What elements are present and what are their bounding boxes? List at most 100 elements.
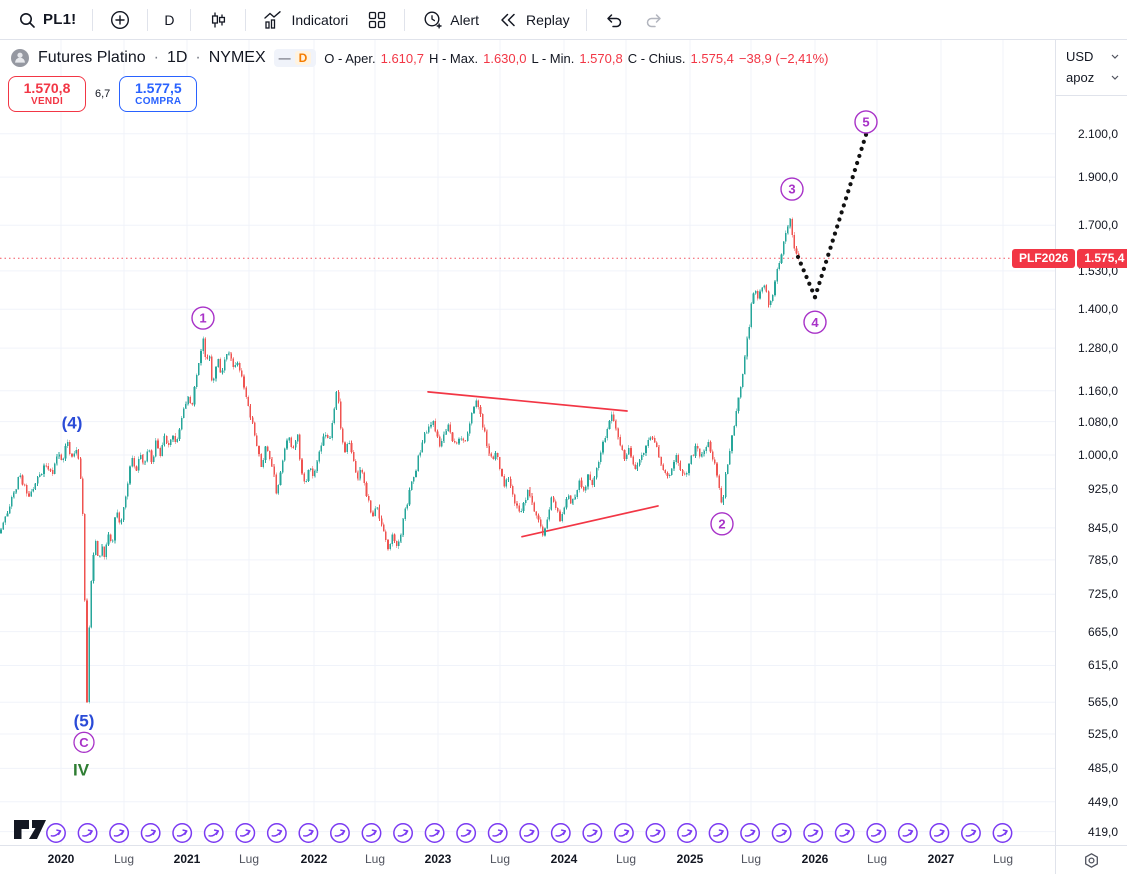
- contract-rollover-icon[interactable]: [298, 823, 319, 843]
- interval-label: D: [164, 11, 175, 28]
- wave-annotation-5[interactable]: (5): [74, 712, 95, 731]
- high-value: 1.630,0: [483, 50, 527, 66]
- wave-annotation-4[interactable]: (4): [62, 413, 83, 432]
- contract-rollover-icon[interactable]: [961, 823, 981, 843]
- projection-dot: [861, 139, 866, 144]
- contract-rollover-icon[interactable]: [803, 823, 824, 843]
- compare-add-button[interactable]: [101, 4, 139, 36]
- ohlc-readout: O - Aper. 1.610,7 H - Max. 1.630,0 L - M…: [324, 51, 828, 66]
- chevron-down-icon: [1111, 75, 1119, 80]
- elliott-wave-3[interactable]: 3: [780, 177, 804, 201]
- contract-rollover-icon[interactable]: [708, 823, 729, 843]
- contract-rollover-icon[interactable]: [172, 823, 193, 843]
- last-price-flag[interactable]: PLF2026 1.575,4: [1012, 249, 1127, 268]
- contract-rollover-icon[interactable]: [834, 823, 855, 843]
- elliott-wave-1[interactable]: 1: [191, 306, 215, 330]
- elliott-wave-4[interactable]: 4: [803, 310, 827, 334]
- contract-rollover-icon[interactable]: [46, 823, 66, 843]
- projection-dot: [823, 259, 829, 264]
- buy-label: COMPRA: [135, 96, 182, 108]
- contract-rollover-icon[interactable]: [456, 823, 477, 843]
- symbol-search-button[interactable]: PL1!: [10, 4, 84, 36]
- wave-annotation-IV[interactable]: IV: [73, 761, 90, 780]
- elliott-wave-2[interactable]: 2: [710, 512, 734, 536]
- contract-rollover-icon[interactable]: [677, 823, 697, 843]
- alert-button[interactable]: Alert: [413, 4, 487, 36]
- chart-canvas[interactable]: 1 2 3 4 5 (4) (5) C IV: [0, 0, 1055, 845]
- projection-dot: [826, 252, 831, 257]
- replay-button[interactable]: Replay: [489, 4, 578, 36]
- projection-dot: [835, 224, 840, 229]
- contract-rollover-icon[interactable]: [77, 823, 98, 843]
- layout-grid-button[interactable]: [358, 4, 396, 36]
- axis-settings-button[interactable]: [1055, 845, 1127, 874]
- projection-dot: [804, 274, 809, 280]
- wave-annotation-C[interactable]: C: [73, 731, 95, 753]
- order-panel: 1.570,8 VENDI 6,7 1.577,5 COMPRA: [8, 76, 198, 112]
- chart-legend[interactable]: Futures Platino · 1D · NYMEX — D O - Ape…: [10, 48, 829, 68]
- legend-interval-pill[interactable]: — D: [273, 49, 317, 67]
- contract-rollover-icon[interactable]: [424, 823, 445, 843]
- price-axis-label: 525,0: [1087, 727, 1118, 741]
- contract-rollover-icon[interactable]: [771, 823, 792, 843]
- price-axis-label: 1.900,0: [1077, 170, 1118, 185]
- trendline[interactable]: [427, 391, 628, 412]
- contract-rollover-icon[interactable]: [109, 823, 130, 843]
- contract-rollover-icon[interactable]: [266, 823, 287, 843]
- time-axis[interactable]: 2020 Lug 2021 Lug 2022 Lug 2023 Lug 2024 Lug 2025 L…: [0, 845, 1055, 874]
- svg-text:3: 3: [788, 182, 795, 197]
- projection-dot: [857, 153, 862, 159]
- sell-button[interactable]: 1.570,8 VENDI: [8, 76, 86, 112]
- contract-rollover-icon[interactable]: [235, 823, 256, 843]
- gear-icon: [1085, 852, 1098, 868]
- high-label: H - Max.: [428, 50, 479, 66]
- axis-unit-box: USD apoz: [1056, 40, 1127, 96]
- price-axis-label: 1.400,0: [1077, 302, 1118, 317]
- unit-dropdown[interactable]: apoz: [1066, 67, 1119, 88]
- buy-button[interactable]: 1.577,5 COMPRA: [119, 76, 198, 112]
- toolbar-separator: [585, 8, 587, 31]
- time-axis-label: 2022: [300, 852, 328, 866]
- legend-hide-toggle[interactable]: —: [278, 51, 291, 65]
- indicators-button[interactable]: Indicatori: [254, 4, 356, 36]
- price-axis[interactable]: USD apoz 2.100,0 1.900,0 1.700,0 1.530,0 1.4…: [1055, 40, 1127, 845]
- redo-button[interactable]: [635, 4, 673, 36]
- contract-rollover-icon[interactable]: [140, 823, 161, 843]
- price-axis-label: 1.080,0: [1077, 414, 1118, 429]
- contract-rollover-icon[interactable]: [203, 823, 224, 843]
- svg-text:1: 1: [199, 311, 206, 326]
- chevron-down-icon: [1111, 54, 1119, 59]
- title-separator: ·: [153, 49, 159, 66]
- undo-button[interactable]: [595, 4, 633, 36]
- contract-rollover-icon[interactable]: [361, 823, 382, 843]
- contract-rollover-icon[interactable]: [645, 823, 666, 843]
- price-axis-label: 1.000,0: [1077, 448, 1118, 462]
- time-axis-label: Lug: [238, 852, 260, 866]
- chart-style-button[interactable]: [199, 4, 237, 36]
- contract-rollover-icon[interactable]: [740, 823, 761, 843]
- svg-text:4: 4: [811, 315, 819, 330]
- interval-button[interactable]: D: [156, 4, 182, 36]
- toolbar-separator: [147, 8, 149, 31]
- currency-dropdown[interactable]: USD: [1066, 46, 1119, 67]
- time-axis-label: Lug: [615, 852, 637, 866]
- projection-dot: [812, 295, 818, 300]
- price-axis-label: 665,0: [1087, 624, 1118, 639]
- contract-rollover-icon[interactable]: [992, 823, 1013, 843]
- contract-rollover-icon[interactable]: [393, 823, 413, 843]
- contract-rollover-icon[interactable]: [866, 823, 887, 843]
- price-axis-label: 725,0: [1087, 587, 1118, 602]
- contract-rollover-icon[interactable]: [330, 823, 350, 843]
- projection-dot: [819, 273, 824, 279]
- contract-rollover-icon[interactable]: [519, 823, 540, 843]
- tradingview-logo[interactable]: [14, 820, 46, 839]
- contract-rollover-icon[interactable]: [929, 823, 950, 843]
- contract-rollover-icon[interactable]: [897, 823, 918, 843]
- contract-rollover-icon[interactable]: [487, 823, 508, 843]
- contract-rollover-icon[interactable]: [550, 823, 571, 843]
- contract-rollover-icon[interactable]: [613, 823, 634, 843]
- time-axis-label: Lug: [489, 852, 511, 866]
- projection-dot: [848, 182, 853, 187]
- elliott-wave-5[interactable]: 5: [854, 110, 878, 134]
- contract-rollover-icon[interactable]: [582, 823, 603, 843]
